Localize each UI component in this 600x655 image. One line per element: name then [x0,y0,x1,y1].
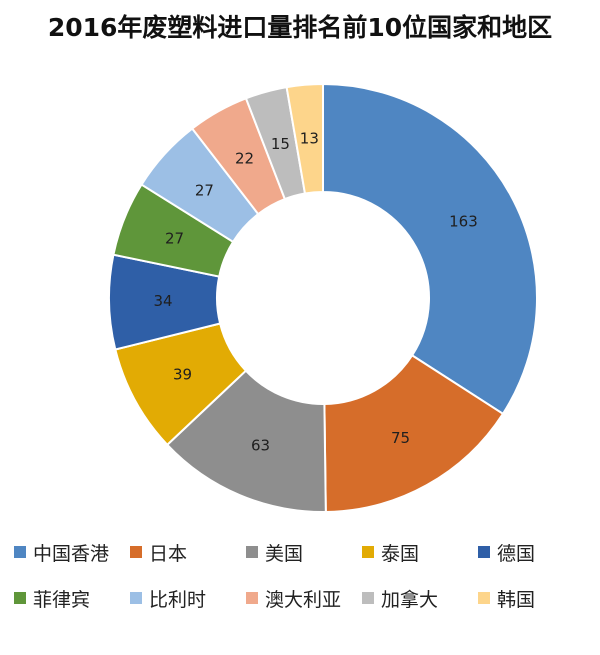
legend-label: 加拿大 [381,588,439,611]
legend: 中国香港 日本 美国 泰国 德国菲律宾 比利时 澳大利亚 加拿大 韩国 [14,540,594,611]
legend-label: 韩国 [497,588,536,611]
legend-swatch [14,546,26,558]
legend-item-10: 韩国 [478,586,594,611]
chart-title: 2016年废塑料进口量排名前10位国家和地区 [47,13,553,42]
legend-swatch [362,546,374,558]
legend-item-1: 中国香港 [14,540,130,565]
donut-slice-1 [322,82,538,416]
legend-swatch [130,592,142,604]
legend-swatch [478,592,490,604]
data-label-9: 15 [271,135,290,153]
data-label-3: 63 [251,436,270,454]
legend-label: 菲律宾 [33,588,91,611]
legend-item-6: 菲律宾 [14,586,130,611]
donut-slice-10 [285,82,324,195]
legend-label: 澳大利亚 [265,588,342,611]
data-label-4: 39 [173,366,192,384]
donut-slice-2 [323,353,505,513]
legend-swatch [246,546,258,558]
legend-label: 日本 [149,542,188,565]
legend-swatch [478,546,490,558]
data-label-5: 34 [153,292,172,310]
data-label-7: 27 [195,182,214,200]
legend-label: 中国香港 [33,542,110,565]
legend-swatch [130,546,142,558]
legend-label: 德国 [497,542,536,565]
legend-item-5: 德国 [478,540,594,565]
legend-item-8: 澳大利亚 [246,586,362,611]
data-label-6: 27 [165,229,184,247]
data-label-8: 22 [235,150,254,168]
donut-chart: 163 75 63 39 34 27 27 22 15 13 [108,82,538,513]
data-label-2: 75 [391,429,410,447]
legend-item-7: 比利时 [130,586,246,611]
legend-item-2: 日本 [130,540,246,565]
legend-swatch [362,592,374,604]
legend-swatch [246,592,258,604]
legend-swatch [14,592,26,604]
legend-item-9: 加拿大 [362,586,478,611]
legend-label: 美国 [265,542,304,565]
legend-item-4: 泰国 [362,540,478,565]
data-label-10: 13 [300,130,319,148]
legend-label: 泰国 [381,542,420,565]
data-label-1: 163 [449,212,478,230]
legend-item-3: 美国 [246,540,362,565]
legend-label: 比利时 [149,588,207,611]
